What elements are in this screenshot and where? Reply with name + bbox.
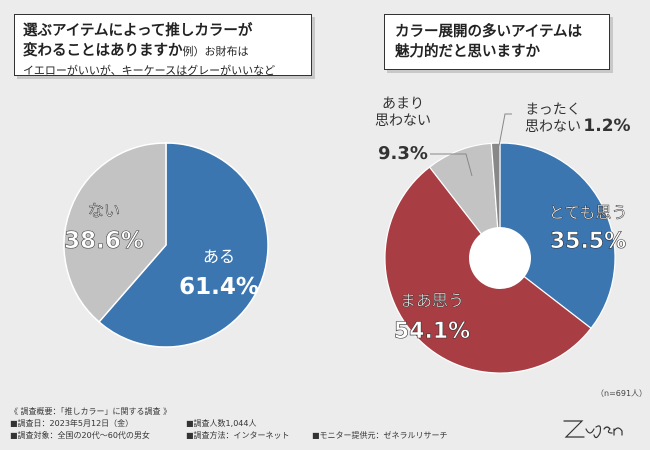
pie2-value-label-3: 1.2% — [583, 116, 630, 136]
example-text-2: イエローがいいが、キーケースはグレーがいいなど — [23, 64, 276, 77]
pie2-slice-0 — [499, 142, 616, 330]
sample-size-note: （n=691人） — [596, 389, 648, 398]
pie2-category-label-1-0: まあ思う — [400, 291, 464, 310]
survey-count: ■調査人数1,044人 — [186, 419, 257, 428]
pie2-leader-line-3 — [498, 113, 512, 147]
pie1-category-label-0: ある — [203, 247, 235, 266]
question-2-line-2: 魅力的だと思いますか — [395, 44, 540, 60]
survey-heading: 《 調査概要：「推しカラー」に関する調査 》 — [10, 407, 172, 416]
question-box-1: 選ぶアイテムによって推しカラーが 変わることはありますか例）お財布は イエローが… — [14, 14, 312, 77]
pie2-value-label-2: 9.3% — [378, 143, 428, 164]
question-2-line-1: カラー展開の多いアイテムは — [395, 24, 583, 40]
survey-provider: ■モニター提供元：ゼネラルリサーチ — [312, 431, 448, 440]
pie2-category-label-2-0: あまり — [382, 96, 424, 112]
pie1-value-label-0: 61.4% — [179, 274, 259, 300]
question-box-2: カラー展開の多いアイテムは 魅力的だと思いますか — [384, 14, 610, 70]
pie2-category-label-3-1: 思わない — [525, 119, 581, 135]
pie2-category-label-3-0: まったく — [525, 102, 580, 118]
pie2-category-label-0-0: とても思う — [549, 203, 628, 222]
pie2-center-hole — [469, 227, 531, 289]
question-1-line-2: 変わることはありますか — [23, 43, 183, 59]
question-1-line-1: 選ぶアイテムによって推しカラーが — [23, 23, 253, 39]
pie1-value-label-1: 38.6% — [64, 228, 144, 254]
survey-footer: 《 調査概要：「推しカラー」に関する調査 》 ■調査日：2023年5月12日（金… — [10, 406, 570, 442]
pie2-value-label-1: 54.1% — [394, 319, 470, 344]
survey-target: ■調査対象：全国の20代〜60代の男女 — [10, 431, 150, 440]
pie2-value-label-0: 35.5% — [550, 229, 626, 254]
signature-logo — [563, 420, 623, 439]
survey-method: ■調査方法：インターネット — [186, 431, 290, 440]
pie1-category-label-1: ない — [88, 201, 120, 220]
example-text-1: お財布は — [204, 45, 249, 58]
pie2-leader-line-2 — [430, 153, 473, 177]
example-label: 例） — [182, 45, 205, 58]
pie2-category-label-2-1: 思わない — [375, 113, 431, 129]
survey-date: ■調査日：2023年5月12日（金） — [10, 419, 134, 428]
pie1-slice-0 — [97, 142, 269, 348]
pie1-slice-1 — [63, 142, 167, 323]
